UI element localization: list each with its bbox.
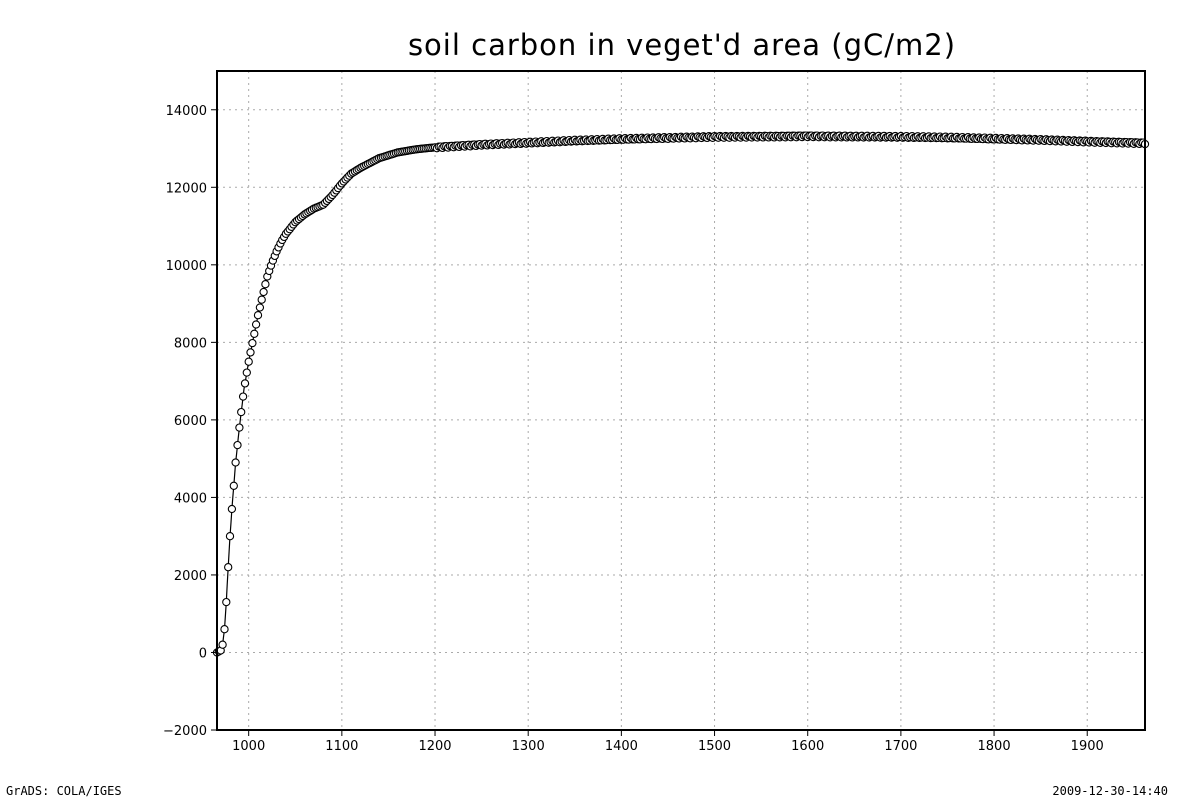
data-point [255,303,265,312]
data-point [240,379,250,388]
y-tick-label-10000: 10000 [166,259,207,274]
data-point [227,504,237,514]
y-tick-label--2000: −2000 [163,724,207,739]
data-point [251,320,261,329]
data-point [235,423,244,432]
x-tick-label-1900: 1900 [1071,739,1104,754]
data-point [233,440,242,450]
x-tick-label-1600: 1600 [791,739,824,754]
y-tick-label-2000: 2000 [174,569,207,584]
data-point [259,287,268,297]
series-soil-carbon [212,131,1150,657]
data-point [237,407,246,417]
y-tick-label-6000: 6000 [174,414,207,429]
data-point [242,368,251,377]
series-markers [212,131,1150,657]
x-tick-label-1700: 1700 [884,739,917,754]
data-point [220,625,229,634]
x-tick-label-1400: 1400 [605,739,638,754]
data-point [231,458,240,467]
y-tick-label-8000: 8000 [174,336,207,351]
data-point [244,357,253,366]
x-tick-label-1000: 1000 [232,739,265,754]
footer-timestamp: 2009-12-30-14:40 [1052,784,1168,798]
data-point [248,338,257,348]
data-point [222,597,231,607]
axes [211,70,1146,736]
data-point [218,640,227,649]
tick-labels: 1000 1100 1200 1300 1400 1500 1600 1700 1800 1900… [163,104,1104,754]
data-point [250,329,259,338]
y-tick-label-0: 0 [199,646,207,661]
x-tick-label-1200: 1200 [418,739,451,754]
data-point [257,295,266,304]
x-tick-label-1800: 1800 [978,739,1011,754]
data-point [238,392,248,401]
x-tick-label-1300: 1300 [512,739,545,754]
y-tick-label-12000: 12000 [166,181,207,196]
data-point [261,280,270,289]
y-tick-label-14000: 14000 [166,104,207,119]
y-tick-label-4000: 4000 [174,491,207,506]
footer-software-label: GrADS: COLA/IGES [6,784,122,798]
data-point [246,348,255,357]
data-point [229,481,238,490]
grid-lines [217,71,1145,730]
plot-frame [216,70,1146,731]
data-point [224,563,233,572]
data-point [253,311,263,320]
x-tick-label-1500: 1500 [698,739,731,754]
data-point [225,532,235,541]
chart-title: soil carbon in veget'd area (gC/m2) [408,28,956,62]
x-tick-label-1100: 1100 [325,739,358,754]
